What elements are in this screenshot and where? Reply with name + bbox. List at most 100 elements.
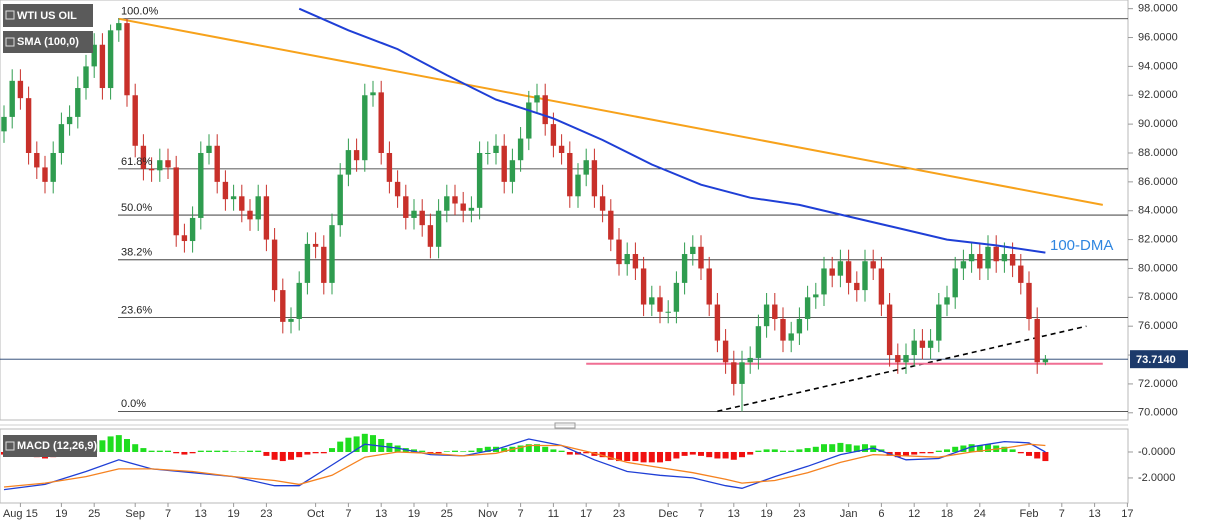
panel-handle[interactable]: [554, 422, 576, 429]
macd-histogram-bar: [1017, 451, 1024, 454]
macd-histogram-bar: [985, 444, 991, 452]
macd-histogram-bar: [755, 450, 762, 452]
macd-histogram-bar: [329, 448, 335, 452]
candle-body: [722, 340, 729, 363]
candle-body: [985, 246, 991, 269]
legend-box[interactable]: [3, 435, 97, 457]
candle-body: [616, 239, 622, 265]
legend-price[interactable]: WTI US OIL: [3, 4, 93, 27]
macd-histogram-bar: [583, 451, 590, 454]
candle-body: [583, 160, 589, 175]
x-tick-label: 19: [408, 508, 420, 520]
candle-body: [140, 145, 147, 169]
x-tick-label: 19: [227, 508, 239, 520]
legend-box[interactable]: [3, 31, 93, 53]
macd-histogram-bar: [944, 449, 950, 452]
candle-body: [107, 30, 114, 89]
candle-body: [444, 196, 450, 211]
macd-histogram-bar: [263, 451, 270, 456]
macd-histogram-bar: [173, 451, 180, 454]
macd-histogram-bar: [345, 437, 352, 452]
macd-histogram-bar: [230, 451, 237, 452]
x-tick-label: 13: [728, 508, 740, 520]
legend-box[interactable]: [3, 4, 93, 27]
x-tick-label: Feb: [1020, 508, 1039, 520]
legend-checkbox[interactable]: [5, 37, 15, 47]
candle-body: [460, 203, 466, 211]
candle-body: [198, 152, 204, 218]
candle-body: [927, 340, 934, 348]
macd-histogram-bar: [214, 450, 221, 452]
macd-histogram-bar: [566, 451, 573, 455]
candle-body: [1026, 282, 1032, 319]
macd-histogram-bar: [337, 441, 344, 452]
y-tick-label: 90.0000: [1138, 118, 1178, 130]
candle-body: [854, 282, 860, 291]
candle-body: [731, 362, 737, 384]
macd-histogram-bar: [468, 450, 475, 452]
x-tick-label: Dec: [658, 508, 678, 520]
macd-histogram-bar: [673, 451, 680, 459]
legend-macd[interactable]: MACD (12,26,9): [3, 435, 97, 457]
last-price-box: [1130, 350, 1188, 369]
candle-body: [99, 44, 106, 89]
candle-body: [25, 98, 32, 153]
macd-histogram-bar: [181, 451, 188, 455]
candle-body: [788, 333, 794, 341]
fib-label: 50.0%: [121, 202, 152, 214]
y-tick-label: -2.0000: [1138, 472, 1175, 484]
macd-histogram-bar: [132, 444, 139, 452]
macd-histogram-bar: [484, 446, 491, 452]
candle-body: [649, 297, 655, 305]
candle-body: [312, 243, 319, 247]
candle-body: [690, 246, 696, 255]
candle-body: [386, 152, 393, 182]
candle-body: [673, 282, 680, 312]
candle-body: [1042, 359, 1049, 363]
macd-histogram-bar: [722, 451, 729, 459]
candle-body: [952, 268, 958, 298]
y-tick-label: 80.0000: [1138, 262, 1178, 274]
candle-body: [714, 304, 721, 341]
x-tick-label: Jan: [840, 508, 858, 520]
candle-body: [829, 268, 835, 276]
legend-checkbox[interactable]: [5, 441, 15, 451]
candle-body: [66, 116, 73, 125]
macd-histogram-bar: [534, 444, 540, 452]
macd-histogram-bar: [279, 451, 286, 462]
candle-body: [665, 311, 671, 313]
candle-body: [517, 138, 524, 161]
candle-body: [542, 95, 548, 125]
macd-histogram-bar: [1001, 446, 1008, 452]
x-tick-label: 7: [518, 508, 524, 520]
candle-body: [501, 145, 507, 182]
macd-histogram-bar: [821, 444, 827, 452]
macd-histogram-bar: [197, 450, 204, 452]
macd-histogram-bar: [689, 451, 696, 455]
candle-body: [411, 210, 417, 218]
macd-histogram-bar: [911, 451, 918, 455]
candle-body: [706, 268, 712, 305]
y-tick-label: 98.0000: [1138, 3, 1178, 15]
candle-body: [427, 225, 434, 247]
x-tick-label: 6: [878, 508, 884, 520]
candle-body: [886, 304, 893, 356]
macd-histogram-bar: [698, 451, 704, 456]
candle-body: [214, 145, 220, 182]
x-tick-label: 23: [613, 508, 625, 520]
legend-sma[interactable]: SMA (100,0): [3, 31, 93, 53]
trend-line: [717, 325, 1087, 413]
macd-histogram-bar: [804, 448, 811, 452]
x-tick-label: 13: [195, 508, 207, 520]
macd-histogram-bar: [148, 450, 155, 452]
macd-histogram-bar: [632, 451, 639, 462]
macd-histogram-bar: [1026, 451, 1032, 456]
candle-body: [968, 254, 975, 262]
candle-body: [526, 102, 532, 139]
candle-body: [772, 304, 778, 319]
legend-checkbox[interactable]: [5, 10, 15, 20]
macd-histogram-bar: [255, 450, 262, 452]
candle-body: [821, 268, 827, 295]
candle-body: [845, 261, 852, 283]
candle-body: [558, 145, 565, 153]
